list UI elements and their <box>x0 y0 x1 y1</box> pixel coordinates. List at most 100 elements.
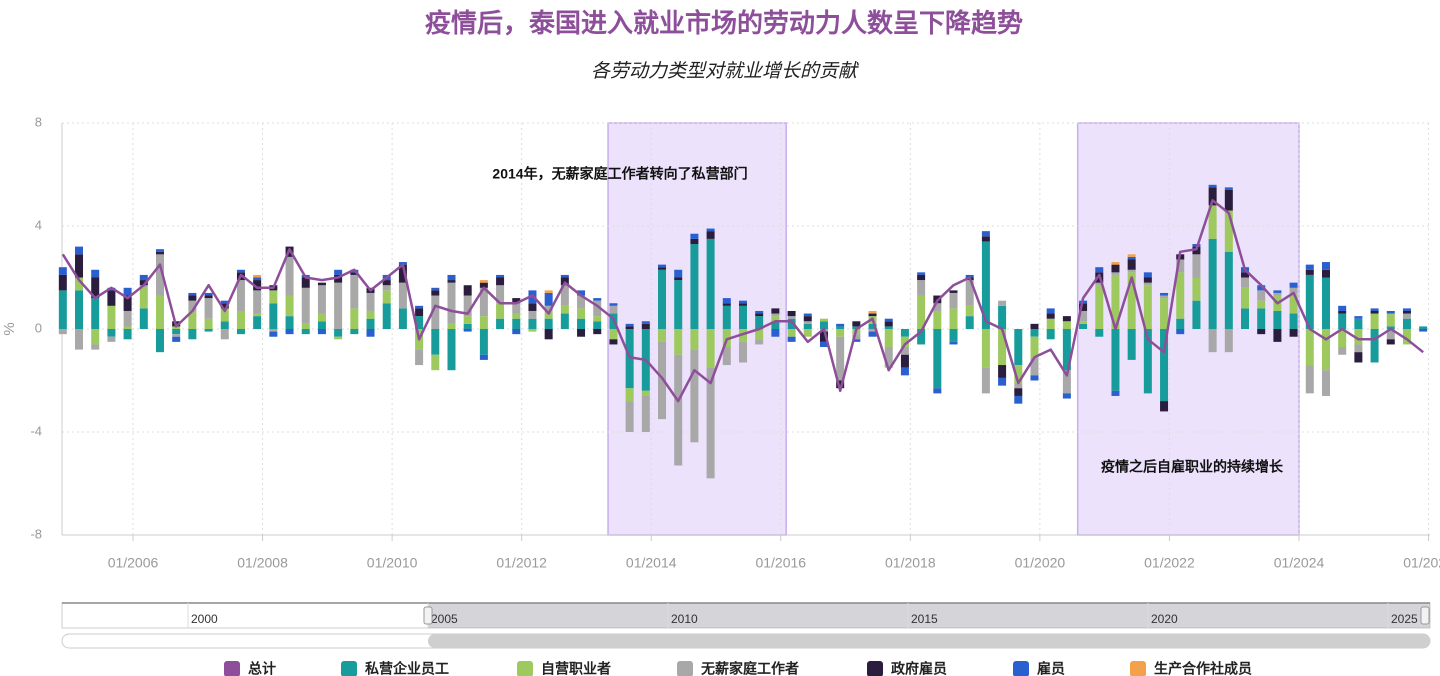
bar-segment <box>75 277 84 291</box>
bar-segment <box>398 308 407 329</box>
bar-segment <box>949 308 958 329</box>
bar-segment <box>641 390 650 396</box>
bar-segment <box>1127 269 1136 273</box>
bar-segment <box>496 277 505 286</box>
bar-segment <box>738 341 747 363</box>
bar-segment <box>1321 277 1330 329</box>
bar-segment <box>366 292 375 311</box>
bar-segment <box>253 290 262 314</box>
bar-segment <box>1176 272 1185 319</box>
navigator-tick-label: 2020 <box>1151 612 1178 626</box>
bar-segment <box>544 318 553 329</box>
bar-segment <box>738 303 747 306</box>
bar-segment <box>155 249 164 252</box>
bar-segment <box>722 303 731 306</box>
bar-segment <box>1289 329 1298 337</box>
bar-segment <box>819 331 828 342</box>
scrollbar-thumb <box>428 634 1430 648</box>
bar-segment <box>803 323 812 329</box>
bar-segment <box>253 280 262 291</box>
bar-segment <box>674 280 683 329</box>
x-tick-label: 01/2014 <box>626 555 677 571</box>
bar-segment <box>917 274 926 281</box>
bar-segment <box>1402 313 1411 319</box>
bar-segment <box>884 347 893 368</box>
bar-segment <box>933 303 942 311</box>
bar-segment <box>868 310 877 314</box>
bar-segment <box>868 329 877 332</box>
bar-segment <box>253 277 262 281</box>
bar-segment <box>965 305 974 317</box>
bar-segment <box>1305 274 1314 329</box>
bar-segment <box>1111 390 1120 396</box>
bar-segment <box>1014 388 1023 396</box>
bar-segment <box>1289 287 1298 293</box>
bar-segment <box>1111 329 1120 391</box>
bar-segment <box>123 310 132 327</box>
bar-segment <box>658 267 667 270</box>
bar-segment <box>1273 310 1282 329</box>
bar-segment <box>317 321 326 329</box>
bar-segment <box>107 290 116 306</box>
bar-segment <box>58 267 67 275</box>
bar-segment <box>75 290 84 329</box>
bar-segment <box>1386 339 1395 345</box>
bar-segment <box>172 334 181 337</box>
bar-segment <box>1257 308 1266 329</box>
bar-segment <box>172 329 181 335</box>
bar-segment <box>447 282 456 324</box>
legend-marker <box>517 661 533 676</box>
bar-segment <box>382 280 391 286</box>
bar-segment <box>236 329 245 335</box>
bar-segment <box>1370 310 1379 314</box>
bar-segment <box>917 329 926 345</box>
bar-segment <box>123 326 132 329</box>
bar-segment <box>1402 318 1411 329</box>
bar-segment <box>188 310 197 329</box>
bar-segment <box>236 280 245 311</box>
bar-segment <box>658 264 667 268</box>
bar-segment <box>1289 282 1298 288</box>
bar-segment <box>220 303 229 309</box>
bar-segment <box>350 272 359 275</box>
bar-segment <box>1062 329 1071 371</box>
navigator-handle <box>1420 606 1430 625</box>
bar-segment <box>139 274 148 281</box>
bar-segment <box>220 321 229 329</box>
bar-segment <box>690 349 699 443</box>
bar-segment <box>463 323 472 329</box>
bar-segment <box>868 323 877 329</box>
bar-segment <box>366 329 375 337</box>
bar-segment <box>981 231 990 237</box>
annotation: 疫情之后自雇职业的持续增长 <box>1101 459 1284 475</box>
bar-segment <box>350 274 359 309</box>
bar-segment <box>577 318 586 329</box>
bar-segment <box>771 313 780 317</box>
bar-segment <box>1127 329 1136 360</box>
navigator-handle <box>423 606 433 625</box>
bar-segment <box>690 244 699 329</box>
bar-segment <box>1224 187 1233 190</box>
bar-segment <box>1062 370 1071 394</box>
bar-segment <box>382 303 391 329</box>
y-tick-label: -8 <box>30 526 42 541</box>
bar-segment <box>139 280 148 286</box>
bar-segment <box>512 298 521 304</box>
bar-segment <box>1338 305 1347 311</box>
legend-marker <box>1130 661 1146 676</box>
bar-segment <box>1046 318 1055 329</box>
bar-segment <box>560 285 569 306</box>
bar-segment <box>706 367 715 479</box>
bar-segment <box>1208 205 1217 239</box>
bar-segment <box>900 336 909 348</box>
bar-segment <box>334 329 343 337</box>
bar-segment <box>981 241 990 329</box>
bar-segment <box>285 316 294 329</box>
bar-segment <box>463 285 472 296</box>
bar-segment <box>1143 329 1152 394</box>
bar-segment <box>301 329 310 335</box>
bar-segment <box>317 282 326 286</box>
bar-segment <box>220 329 229 340</box>
bar-segment <box>1111 274 1120 329</box>
